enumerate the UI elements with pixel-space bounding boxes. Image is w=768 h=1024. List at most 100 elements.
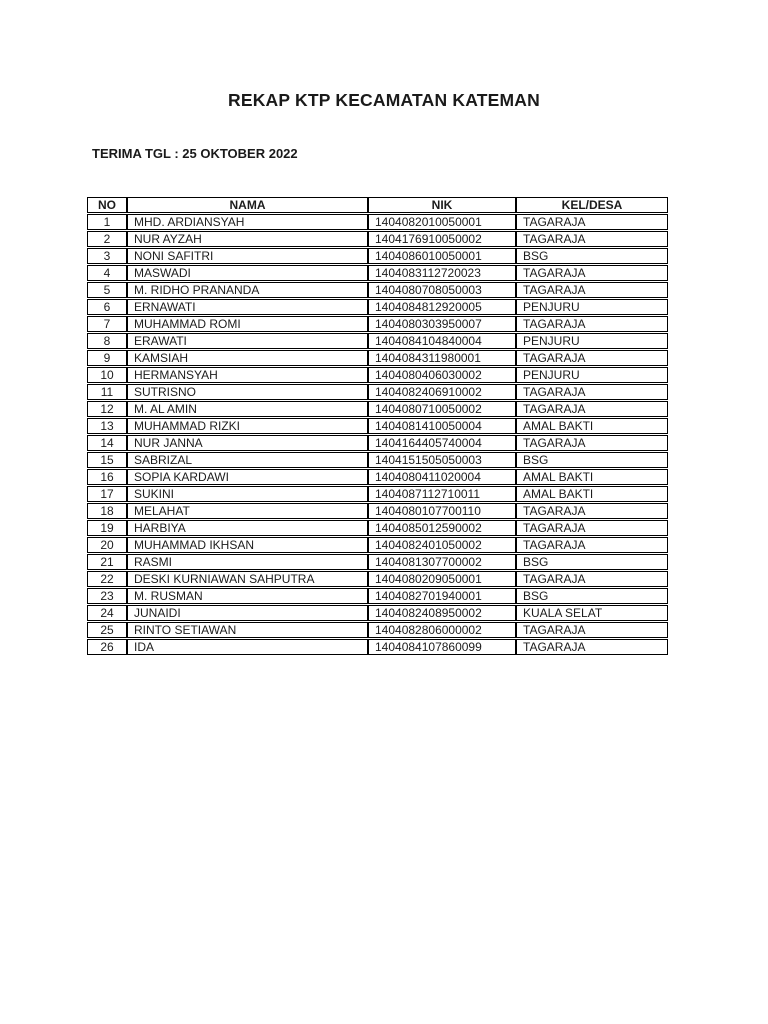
cell-nik: 1404080209050001	[368, 571, 516, 587]
cell-nama: SOPIA KARDAWI	[127, 469, 368, 485]
cell-no: 8	[87, 333, 127, 349]
cell-nama: RINTO SETIAWAN	[127, 622, 368, 638]
cell-kel: TAGARAJA	[516, 537, 668, 553]
cell-no: 12	[87, 401, 127, 417]
cell-no: 24	[87, 605, 127, 621]
cell-nik: 1404084812920005	[368, 299, 516, 315]
cell-nama: SUTRISNO	[127, 384, 368, 400]
cell-kel: TAGARAJA	[516, 350, 668, 366]
cell-no: 1	[87, 214, 127, 230]
cell-no: 3	[87, 248, 127, 264]
table-row: 9 KAMSIAH 1404084311980001 TAGARAJA	[87, 350, 668, 366]
cell-kel: BSG	[516, 554, 668, 570]
cell-no: 7	[87, 316, 127, 332]
cell-no: 22	[87, 571, 127, 587]
cell-kel: BSG	[516, 588, 668, 604]
cell-nik: 1404080107700110	[368, 503, 516, 519]
header-no: NO	[87, 197, 127, 213]
table-row: 20 MUHAMMAD IKHSAN 1404082401050002 TAGARAJ…	[87, 537, 668, 553]
table-row: 8 ERAWATI 1404084104840004 PENJURU	[87, 333, 668, 349]
cell-no: 15	[87, 452, 127, 468]
table-row: 13 MUHAMMAD RIZKI 1404081410050004 AMAL BAK…	[87, 418, 668, 434]
cell-kel: TAGARAJA	[516, 622, 668, 638]
table-row: 16 SOPIA KARDAWI 1404080411020004 AMAL BAKT…	[87, 469, 668, 485]
cell-nik: 1404085012590002	[368, 520, 516, 536]
cell-nama: KAMSIAH	[127, 350, 368, 366]
cell-no: 17	[87, 486, 127, 502]
cell-no: 18	[87, 503, 127, 519]
cell-nik: 1404081410050004	[368, 418, 516, 434]
table-row: 1 MHD. ARDIANSYAH 1404082010050001 TAGARAJA	[87, 214, 668, 230]
header-nama: NAMA	[127, 197, 368, 213]
table-row: 7 MUHAMMAD ROMI 1404080303950007 TAGARAJA	[87, 316, 668, 332]
cell-nama: M. RUSMAN	[127, 588, 368, 604]
cell-no: 5	[87, 282, 127, 298]
table-row: 14 NUR JANNA 1404164405740004 TAGARAJA	[87, 435, 668, 451]
cell-kel: PENJURU	[516, 333, 668, 349]
cell-nik: 1404082701940001	[368, 588, 516, 604]
cell-nama: MUHAMMAD IKHSAN	[127, 537, 368, 553]
cell-nik: 1404084107860099	[368, 639, 516, 655]
cell-nik: 1404151505050003	[368, 452, 516, 468]
table-row: 24 JUNAIDI 1404082408950002 KUALA SELAT	[87, 605, 668, 621]
cell-nik: 1404086010050001	[368, 248, 516, 264]
cell-no: 25	[87, 622, 127, 638]
cell-nik: 1404081307700002	[368, 554, 516, 570]
table-row: 12 M. AL AMIN 1404080710050002 TAGARAJA	[87, 401, 668, 417]
cell-kel: TAGARAJA	[516, 214, 668, 230]
table-row: 25 RINTO SETIAWAN 1404082806000002 TAGARAJA	[87, 622, 668, 638]
cell-no: 13	[87, 418, 127, 434]
cell-no: 11	[87, 384, 127, 400]
cell-nik: 1404084104840004	[368, 333, 516, 349]
cell-nama: ERAWATI	[127, 333, 368, 349]
table-row: 6 ERNAWATI 1404084812920005 PENJURU	[87, 299, 668, 315]
cell-nik: 1404082806000002	[368, 622, 516, 638]
cell-kel: KUALA SELAT	[516, 605, 668, 621]
cell-nik: 1404080708050003	[368, 282, 516, 298]
receive-date-label: TERIMA TGL : 25 OKTOBER 2022	[92, 146, 298, 161]
cell-nama: RASMI	[127, 554, 368, 570]
cell-no: 23	[87, 588, 127, 604]
cell-kel: PENJURU	[516, 299, 668, 315]
cell-nik: 1404083112720023	[368, 265, 516, 281]
table-row: 21 RASMI 1404081307700002 BSG	[87, 554, 668, 570]
cell-kel: TAGARAJA	[516, 265, 668, 281]
cell-no: 6	[87, 299, 127, 315]
table-row: 22 DESKI KURNIAWAN SAHPUTRA 14040802090500…	[87, 571, 668, 587]
cell-nama: SUKINI	[127, 486, 368, 502]
cell-nama: DESKI KURNIAWAN SAHPUTRA	[127, 571, 368, 587]
header-kel-desa: KEL/DESA	[516, 197, 668, 213]
ktp-recap-table: NO NAMA NIK KEL/DESA 1 MHD. ARDIANSYAH 140…	[87, 196, 668, 656]
cell-nama: MELAHAT	[127, 503, 368, 519]
cell-nik: 1404080406030002	[368, 367, 516, 383]
cell-no: 19	[87, 520, 127, 536]
cell-kel: TAGARAJA	[516, 639, 668, 655]
table-row: 26 IDA 1404084107860099 TAGARAJA	[87, 639, 668, 655]
cell-nik: 1404084311980001	[368, 350, 516, 366]
table-row: 5 M. RIDHO PRANANDA 1404080708050003 TAGARA…	[87, 282, 668, 298]
cell-kel: AMAL BAKTI	[516, 469, 668, 485]
table-row: 10 HERMANSYAH 1404080406030002 PENJURU	[87, 367, 668, 383]
cell-nik: 1404080710050002	[368, 401, 516, 417]
cell-kel: TAGARAJA	[516, 401, 668, 417]
table-row: 11 SUTRISNO 1404082406910002 TAGARAJA	[87, 384, 668, 400]
table-row: 2 NUR AYZAH 1404176910050002 TAGARAJA	[87, 231, 668, 247]
table-row: 23 M. RUSMAN 1404082701940001 BSG	[87, 588, 668, 604]
table-body: 1 MHD. ARDIANSYAH 1404082010050001 TAGARAJA…	[87, 214, 668, 655]
cell-kel: PENJURU	[516, 367, 668, 383]
cell-no: 9	[87, 350, 127, 366]
cell-nik: 1404087112710011	[368, 486, 516, 502]
cell-nik: 1404082408950002	[368, 605, 516, 621]
cell-no: 26	[87, 639, 127, 655]
cell-nama: NUR AYZAH	[127, 231, 368, 247]
cell-kel: AMAL BAKTI	[516, 486, 668, 502]
cell-kel: TAGARAJA	[516, 571, 668, 587]
header-nik: NIK	[368, 197, 516, 213]
cell-no: 16	[87, 469, 127, 485]
cell-nama: HARBIYA	[127, 520, 368, 536]
cell-kel: TAGARAJA	[516, 435, 668, 451]
cell-no: 21	[87, 554, 127, 570]
table-row: 15 SABRIZAL 1404151505050003 BSG	[87, 452, 668, 468]
cell-nik: 1404176910050002	[368, 231, 516, 247]
